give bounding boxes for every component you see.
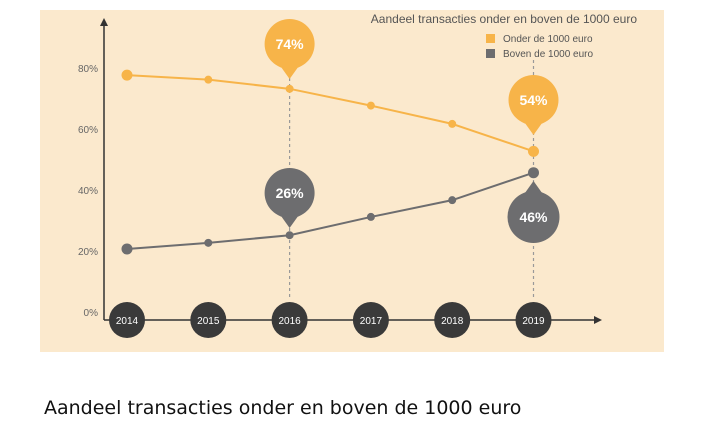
y-tick-label: 40% bbox=[78, 186, 98, 197]
legend-swatch bbox=[486, 49, 495, 58]
data-point bbox=[285, 84, 294, 93]
y-axis-arrow bbox=[100, 18, 108, 26]
data-point bbox=[204, 75, 213, 84]
series-line-1 bbox=[126, 171, 534, 250]
x-tick-label: 2016 bbox=[278, 316, 301, 327]
x-tick-label: 2017 bbox=[360, 316, 383, 327]
data-point bbox=[448, 196, 457, 205]
x-tick-label: 2018 bbox=[441, 316, 464, 327]
callout-label: 26% bbox=[276, 185, 305, 201]
x-tick-label: 2019 bbox=[522, 316, 545, 327]
x-tick-label: 2014 bbox=[116, 316, 139, 327]
year-circle bbox=[515, 302, 552, 338]
x-axis-arrow bbox=[594, 316, 602, 324]
callout-bubble bbox=[264, 19, 315, 69]
callout-bubble bbox=[508, 75, 559, 125]
data-point bbox=[204, 238, 213, 247]
data-point bbox=[121, 69, 133, 81]
year-circle bbox=[190, 302, 227, 338]
callout-pointer bbox=[523, 181, 544, 195]
callout-pointer bbox=[523, 121, 544, 135]
callout-label: 74% bbox=[276, 36, 305, 52]
chart-title: Aandeel transacties onder en boven de 10… bbox=[371, 12, 638, 26]
year-circle bbox=[352, 302, 389, 338]
callout-bubble bbox=[264, 168, 315, 218]
data-point bbox=[448, 119, 457, 128]
chart-background bbox=[40, 10, 664, 352]
y-tick-label: 0% bbox=[84, 308, 99, 319]
callout-label: 46% bbox=[519, 209, 548, 225]
year-circle bbox=[271, 302, 308, 338]
y-tick-label: 80% bbox=[78, 64, 98, 75]
callout-bubble bbox=[507, 191, 560, 243]
x-tick-label: 2015 bbox=[197, 316, 220, 327]
callout-label: 54% bbox=[519, 92, 548, 108]
legend-label: Boven de 1000 euro bbox=[503, 49, 594, 60]
data-point bbox=[528, 167, 539, 179]
data-point bbox=[121, 243, 133, 255]
series-line-0 bbox=[126, 74, 534, 153]
legend-swatch bbox=[486, 34, 495, 43]
callout-pointer bbox=[279, 65, 300, 79]
callout-pointer bbox=[279, 214, 300, 228]
y-tick-label: 60% bbox=[78, 125, 98, 136]
data-point bbox=[528, 145, 539, 157]
y-tick-label: 20% bbox=[78, 247, 98, 258]
legend-label: Onder de 1000 euro bbox=[503, 34, 593, 45]
year-circle bbox=[434, 302, 471, 338]
figure-caption: Aandeel transacties onder en boven de 10… bbox=[44, 397, 522, 419]
data-point bbox=[366, 101, 375, 110]
data-point bbox=[285, 231, 294, 240]
data-point bbox=[366, 212, 375, 221]
year-circle bbox=[109, 302, 145, 338]
